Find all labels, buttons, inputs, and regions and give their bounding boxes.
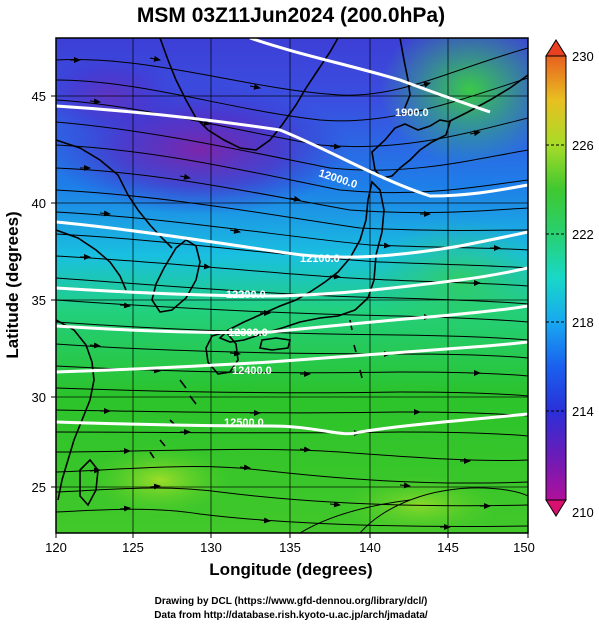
plot-frame	[55, 37, 529, 534]
warm-patch-south	[90, 445, 230, 515]
colorbar-tick: 210	[572, 505, 594, 520]
streamline-arrows	[70, 55, 501, 530]
contour-label-12200: 12200.0	[226, 289, 266, 301]
colorbar-tick: 226	[572, 138, 594, 153]
y-tick-label: 40	[32, 196, 46, 211]
x-tick-labels: 120 125 130 135 140 145 150	[45, 540, 535, 555]
colorbar-tick: 222	[572, 227, 594, 242]
x-tick-label: 145	[437, 540, 459, 555]
colorbar-tick: 214	[572, 404, 594, 419]
x-tick-label: 140	[359, 540, 381, 555]
coastlines	[56, 38, 528, 507]
x-tick-label: 150	[513, 540, 535, 555]
warm-patch-southeast	[340, 475, 500, 533]
contour-labels: 1900.0 12000.0 12100.0 12200.0 12300.0 1…	[224, 107, 429, 429]
y-tick-labels: 45 40 35 30 25	[32, 89, 46, 495]
y-tick-label: 30	[32, 390, 46, 405]
contour-label-12400: 12400.0	[232, 365, 272, 377]
contour-label-12500: 12500.0	[224, 417, 264, 429]
plot-area: 1900.0 12000.0 12100.0 12200.0 12300.0 1…	[56, 38, 528, 533]
y-axis-label: Latitude (degrees)	[3, 211, 22, 358]
colorbar-bottom-triangle	[545, 499, 567, 517]
x-tick-label: 125	[122, 540, 144, 555]
height-contours	[56, 38, 528, 436]
colorbar: 230 226 222 218 214 210	[545, 39, 594, 520]
colorbar-top-triangle	[545, 39, 567, 57]
credit-data: Data from http://database.rish.kyoto-u.a…	[154, 610, 428, 621]
contour-label-12300: 12300.0	[228, 327, 268, 339]
chart-title: MSM 03Z11Jun2024 (200.0hPa)	[137, 4, 445, 27]
contour-label-11900: 1900.0	[395, 107, 429, 119]
y-tick-label: 25	[32, 480, 46, 495]
colorbar-body	[545, 55, 567, 501]
x-tick-label: 120	[45, 540, 67, 555]
contour-label-12100: 12100.0	[300, 253, 340, 265]
x-axis-label: Longitude (degrees)	[209, 560, 372, 579]
x-tick-label: 135	[279, 540, 301, 555]
x-tick-label: 130	[200, 540, 222, 555]
y-tick-label: 45	[32, 89, 46, 104]
colorbar-tick: 218	[572, 315, 594, 330]
tick-marks	[51, 95, 529, 538]
credit-drawing: Drawing by DCL (https://www.gfd-dennou.o…	[155, 596, 428, 607]
colorbar-tick: 230	[572, 49, 594, 64]
y-tick-label: 35	[32, 293, 46, 308]
